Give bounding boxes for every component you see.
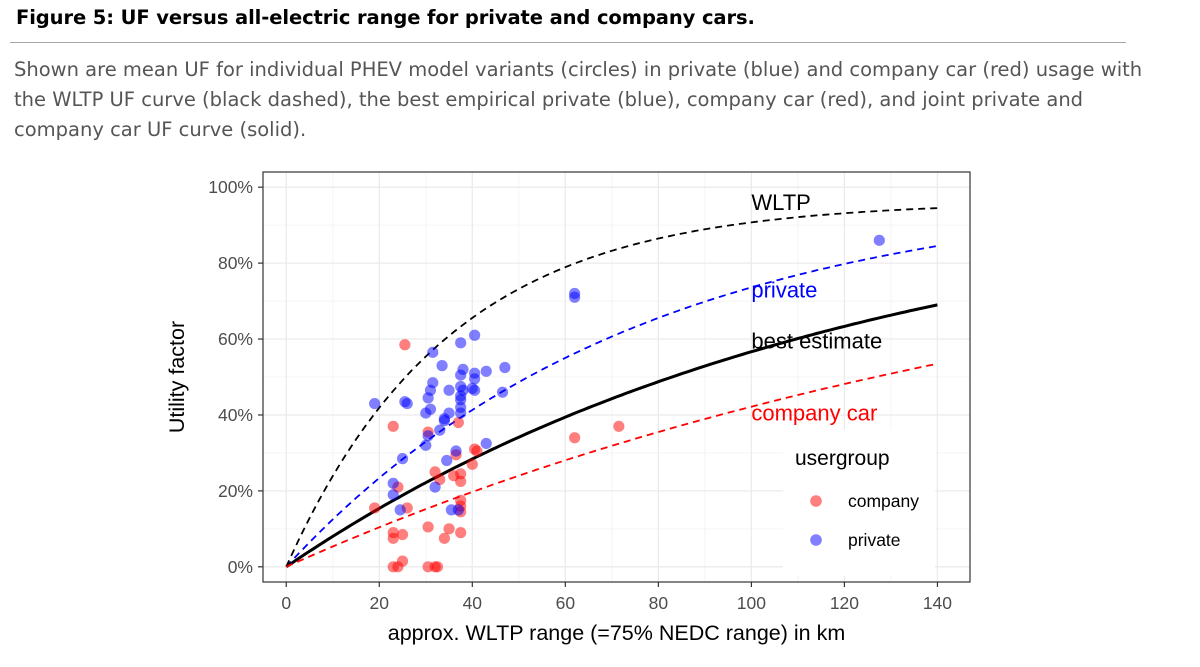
x-tick-label: 120 (830, 593, 859, 613)
point-private (369, 397, 381, 410)
point-company (422, 521, 434, 533)
legend-title: usergroup (795, 447, 890, 470)
annotation-private: private (751, 277, 817, 302)
y-axis-label: Utility factor (165, 321, 189, 433)
point-private (452, 504, 464, 516)
axes: 0 20 40 60 80 100 120 140 0% 20% 40% 60% 80% 100% appr… (165, 177, 952, 645)
y-tick-label: 20% (218, 481, 253, 501)
point-private (434, 424, 446, 436)
title-divider (10, 42, 1126, 43)
point-private (499, 361, 511, 374)
legend-key-private (810, 534, 822, 546)
point-private (387, 489, 399, 501)
point-private (496, 386, 509, 398)
point-private (455, 407, 467, 419)
curve-private (285, 245, 938, 568)
legend: usergroup company private (795, 447, 919, 550)
point-private (457, 363, 469, 376)
x-axis-label: approx. WLTP range (=75% NEDC range) in … (388, 621, 845, 645)
x-tick-label: 100 (737, 593, 766, 613)
point-private (441, 454, 453, 467)
point-private (387, 477, 399, 489)
y-tick-label: 40% (218, 405, 253, 425)
point-private (436, 360, 448, 372)
point-private (469, 329, 481, 341)
point-private (401, 397, 413, 410)
y-tick-label: 80% (218, 253, 253, 273)
point-company (569, 432, 581, 444)
annotation-company-car: company car (751, 401, 877, 426)
point-private (396, 453, 409, 465)
point-company (387, 532, 399, 544)
point-private (394, 504, 406, 516)
curve-WLTP (285, 207, 938, 568)
point-private (427, 377, 439, 389)
figure-title: Figure 5: UF versus all-electric range f… (16, 6, 755, 29)
legend-label-private: private (848, 530, 901, 550)
point-company (396, 555, 409, 567)
point-company (443, 523, 455, 535)
data-points (369, 234, 885, 573)
point-company (613, 420, 625, 432)
point-private (455, 337, 467, 349)
point-company (452, 416, 464, 429)
point-company (438, 532, 451, 544)
point-private (457, 384, 469, 396)
figure-caption: Shown are mean UF for individual PHEV mo… (14, 58, 1143, 141)
x-tick-label: 40 (463, 593, 483, 613)
x-tick-label: 20 (370, 593, 390, 613)
grid-minor (263, 172, 970, 582)
point-private (450, 445, 462, 457)
curve-annotations: WLTP private best estimate company car (751, 190, 882, 426)
point-company (399, 339, 411, 351)
point-private (424, 403, 437, 415)
point-private (422, 430, 434, 442)
point-private (469, 373, 481, 385)
annotation-WLTP: WLTP (751, 190, 810, 215)
point-company (396, 528, 409, 541)
point-company (455, 475, 467, 487)
plot-panel-border (262, 171, 971, 583)
point-private (427, 346, 439, 358)
x-tick-label: 140 (923, 593, 952, 613)
x-tick-label: 80 (649, 593, 669, 613)
y-tick-label: 60% (218, 329, 253, 349)
x-tick-label: 0 (281, 593, 291, 613)
point-company (369, 502, 381, 514)
legend-box (783, 430, 935, 576)
point-private (420, 439, 432, 451)
legend-label-company: company (848, 491, 919, 511)
point-private (469, 384, 481, 396)
point-private (429, 481, 441, 493)
x-tick-label: 60 (556, 593, 576, 613)
point-company (455, 527, 467, 539)
point-company (387, 420, 399, 432)
legend-key-company (810, 495, 822, 507)
point-private (480, 437, 492, 450)
point-company (466, 458, 478, 470)
point-private (443, 384, 455, 396)
annotation-best-estimate: best estimate (751, 329, 882, 354)
y-tick-label: 0% (228, 557, 253, 577)
point-private (480, 365, 492, 377)
point-private (569, 291, 581, 303)
y-tick-label: 100% (208, 177, 253, 197)
point-private (443, 407, 455, 419)
point-private (873, 234, 885, 246)
point-company (431, 561, 444, 573)
point-company (471, 445, 483, 457)
